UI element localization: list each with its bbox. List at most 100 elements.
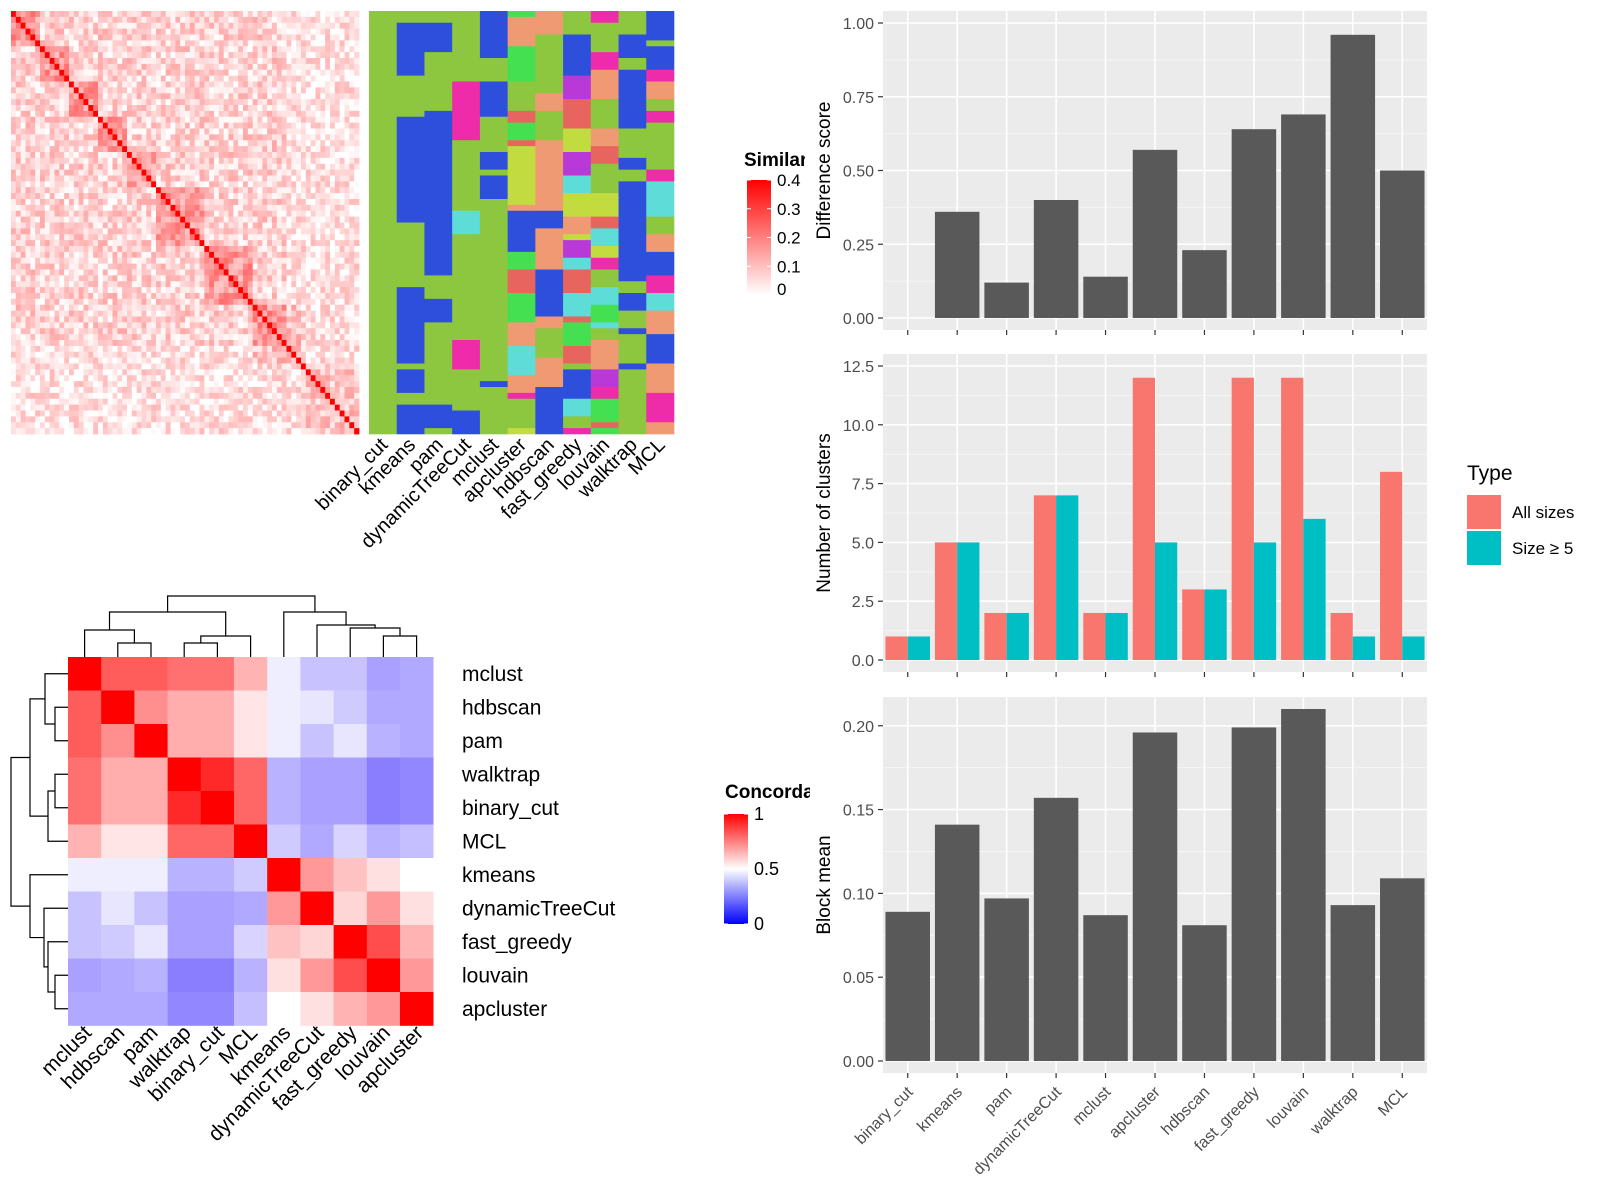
similarity-cell [315, 63, 321, 71]
similarity-cell [209, 228, 215, 235]
similarity-cell [15, 204, 22, 212]
similarity-cell [291, 398, 297, 406]
similarity-cell [185, 87, 191, 94]
similarity-cell [54, 357, 60, 364]
similarity-cell [228, 181, 234, 188]
similarity-cell [204, 75, 210, 82]
similarity-cell [117, 293, 123, 300]
similarity-cell [131, 28, 138, 35]
similarity-cell [267, 322, 273, 329]
similarity-cell [262, 381, 268, 388]
similarity-cell [291, 240, 297, 247]
similarity-cell [102, 322, 109, 329]
similarity-cell [112, 293, 118, 300]
similarity-cell [30, 375, 36, 382]
similarity-cell [301, 93, 307, 100]
similarity-cell [20, 369, 26, 376]
similarity-cell [30, 298, 36, 306]
similarity-cell [291, 75, 297, 82]
similarity-cell [233, 310, 239, 317]
similarity-cell [107, 193, 113, 200]
similarity-cell [54, 281, 60, 288]
similarity-cell [15, 122, 22, 129]
similarity-cell [247, 93, 254, 100]
similarity-cell [349, 234, 355, 241]
similarity-cell [127, 222, 133, 229]
similarity-cell [204, 169, 210, 176]
similarity-cell [40, 105, 46, 112]
similarity-cell [54, 322, 60, 329]
similarity-cell [54, 246, 60, 253]
similarity-cell [339, 58, 345, 65]
similarity-cell [83, 163, 89, 171]
similarity-cell [189, 210, 196, 218]
similarity-cell [223, 63, 229, 71]
similarity-cell [339, 251, 345, 259]
similarity-cell [204, 257, 210, 265]
similarity-cell [83, 357, 89, 364]
similarity-cell [11, 181, 17, 188]
similarity-cell [344, 345, 350, 353]
similarity-cell [199, 328, 205, 335]
similarity-cell [131, 46, 138, 53]
similarity-cell [199, 93, 205, 100]
similarity-cell [267, 222, 273, 229]
similarity-cell [185, 52, 191, 59]
similarity-cell [281, 87, 287, 94]
similarity-cell [334, 345, 341, 353]
similarity-cell [247, 287, 254, 294]
similarity-cell [339, 246, 345, 253]
similarity-cell [209, 128, 215, 135]
similarity-cell [291, 99, 297, 106]
similarity-cell [325, 157, 331, 165]
similarity-cell [344, 298, 350, 306]
similarity-cell [320, 34, 326, 41]
similarity-cell [117, 169, 123, 176]
similarity-cell [296, 310, 302, 317]
similarity-cell [64, 269, 70, 276]
similarity-cell [88, 363, 94, 370]
similarity-cell [344, 275, 350, 282]
similarity-cell [170, 392, 176, 400]
similarity-cell [204, 199, 210, 206]
similarity-cell [93, 193, 99, 200]
similarity-cell [146, 410, 152, 417]
similarity-cell [252, 157, 258, 165]
similarity-cell [218, 152, 225, 159]
similarity-cell [286, 175, 292, 182]
similarity-cell [141, 157, 147, 165]
similarity-cell [281, 16, 287, 24]
similarity-cell [20, 116, 26, 124]
similarity-cell [20, 251, 26, 259]
similarity-cell [252, 63, 258, 71]
similarity-cell [339, 204, 345, 212]
similarity-cell [252, 398, 258, 406]
similarity-cell [189, 216, 196, 223]
similarity-cell [233, 193, 239, 200]
similarity-cell [228, 392, 234, 400]
similarity-cell [20, 387, 26, 394]
similarity-cell [54, 345, 60, 353]
similarity-cell [131, 87, 138, 94]
similarity-cell [209, 163, 215, 171]
similarity-cell [296, 287, 302, 294]
similarity-cell [223, 193, 229, 200]
similarity-cell [267, 269, 273, 276]
similarity-cell [325, 40, 331, 47]
similarity-cell [122, 228, 128, 235]
similarity-cell [64, 257, 70, 265]
similarity-cell [122, 187, 128, 194]
similarity-cell [131, 298, 138, 306]
similarity-cell [112, 369, 118, 376]
similarity-cell [252, 275, 258, 282]
similarity-cell [199, 58, 205, 65]
similarity-cell [156, 345, 162, 353]
similarity-cell [151, 216, 157, 223]
similarity-cell [344, 392, 350, 400]
similarity-cell [189, 157, 196, 165]
similarity-cell [247, 87, 254, 94]
similarity-cell [301, 334, 307, 341]
similarity-cell [247, 204, 254, 212]
similarity-cell [98, 210, 104, 218]
similarity-cell [73, 246, 80, 253]
